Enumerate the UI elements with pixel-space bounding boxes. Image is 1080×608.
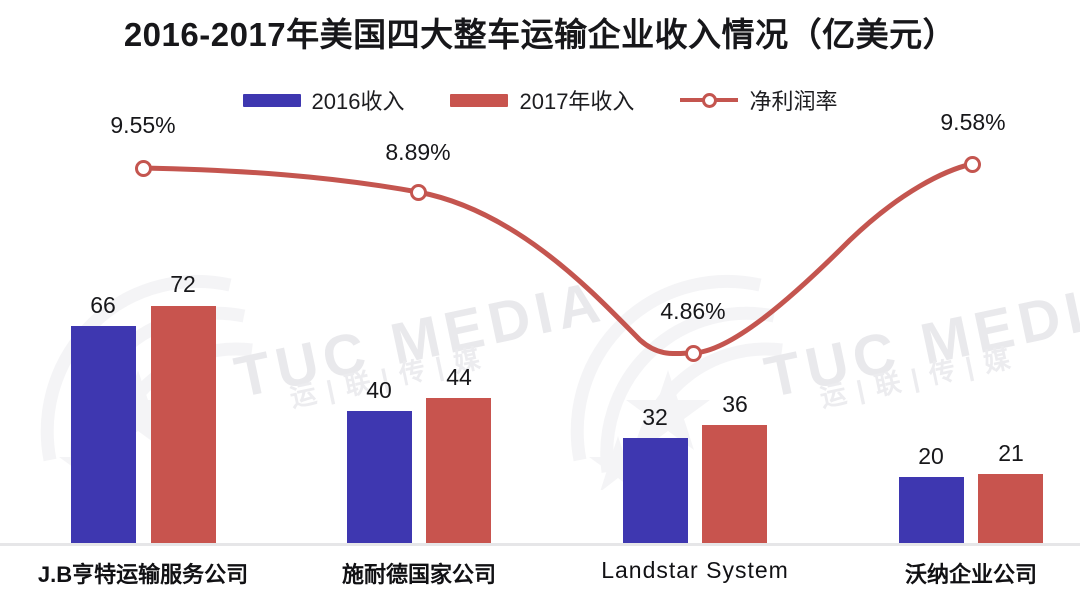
category-label-schneider: 施耐德国家公司 [341,562,496,587]
legend-label-net-margin: 净利润率 [749,89,838,114]
bar-label-2016-landstar: 32 [642,404,668,430]
bar-2016-jbhunt [71,326,136,543]
data-marker-4 [963,155,981,173]
line-value-label-1: 9.55% [110,112,176,138]
legend-label-2017: 2017年收入 [519,89,635,114]
line-value-label-2: 8.89% [385,139,451,165]
legend-label-2016: 2016收入 [311,89,405,114]
legend-item-2017[interactable]: 2017年收入 [450,84,634,116]
bar-2017-schneider [426,398,491,543]
chart-title: 2016-2017年美国四大整车运输企业收入情况（亿美元） [123,16,957,53]
bar-label-2017-werner: 21 [998,440,1024,466]
bar-2017-jbhunt [151,306,216,543]
category-label-jbhunt: J.B亨特运输服务公司 [37,562,249,587]
bar-label-2016-werner: 20 [918,443,944,469]
line-value-label-4: 9.58% [940,109,1006,135]
bar-2017-werner [978,474,1043,543]
bar-2016-werner [899,477,964,543]
legend-item-net-margin[interactable]: 净利润率 [680,84,837,116]
data-marker-1 [134,159,152,177]
bar-2016-landstar [623,438,688,543]
bar-label-2017-jbhunt: 72 [170,271,196,297]
bar-2017-landstar [702,425,767,543]
data-marker-3 [684,344,702,362]
legend-swatch-2017-icon [450,93,509,107]
bar-label-2017-schneider: 44 [446,364,472,390]
data-marker-2 [409,183,427,201]
legend-swatch-2016-icon [242,93,301,107]
bar-label-2016-schneider: 40 [366,377,392,403]
category-label-landstar: Landstar System [601,557,789,583]
bar-2016-schneider [347,411,412,543]
bar-label-2016-jbhunt: 66 [90,292,116,318]
bar-label-2017-landstar: 36 [722,391,748,417]
chart-legend: 2016收入 2017年收入 净利润率 [0,84,1080,116]
x-axis-line [0,543,1080,546]
line-value-label-3: 4.86% [660,298,726,324]
legend-item-2016[interactable]: 2016收入 [242,84,405,116]
category-label-werner: 沃纳企业公司 [904,562,1037,587]
legend-line-marker-icon [680,92,739,108]
